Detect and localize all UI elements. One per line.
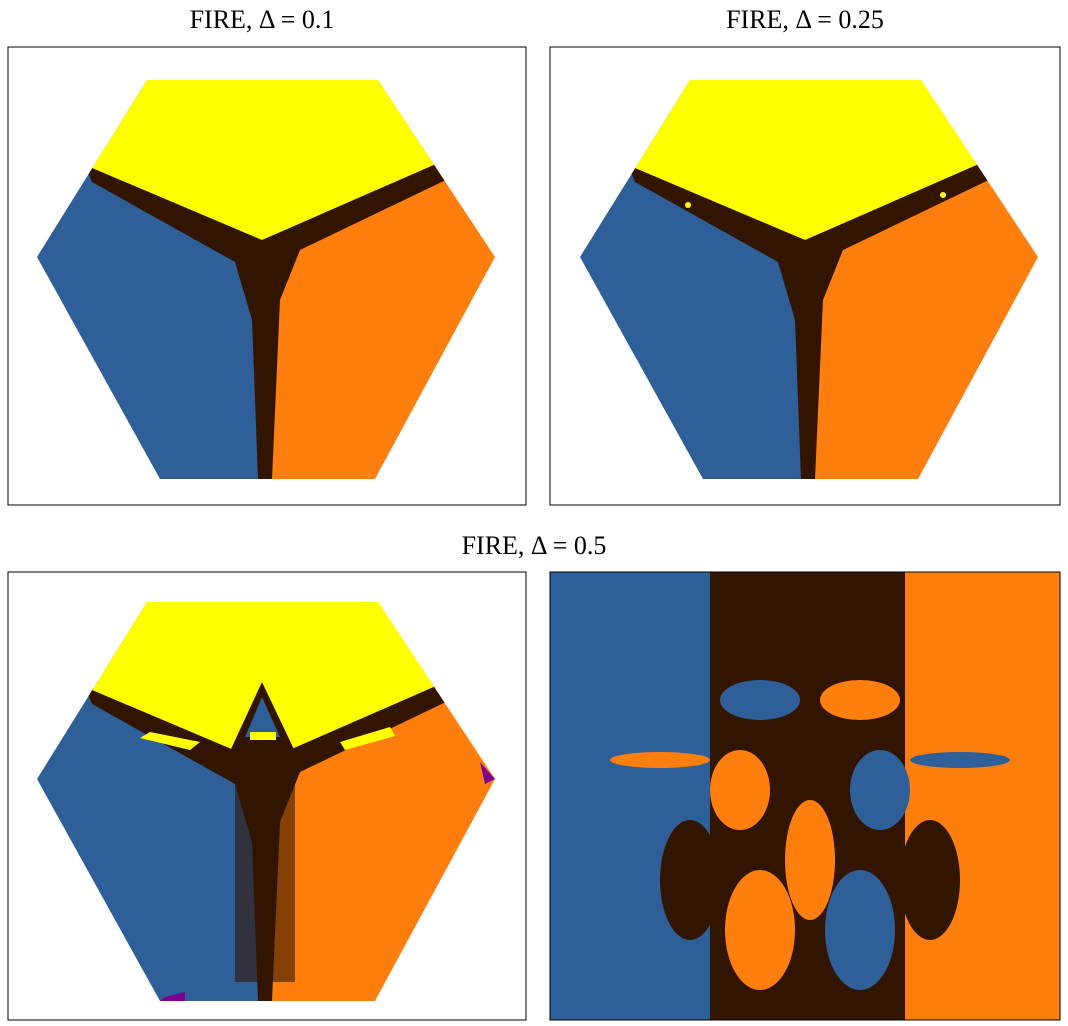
basin-map	[549, 571, 1061, 1021]
basin-map	[7, 46, 527, 506]
panel-title: FIRE, Δ = 0.5	[462, 531, 607, 560]
panel-title: FIRE, Δ = 0.25	[726, 5, 884, 34]
basin-map	[549, 46, 1061, 506]
basin-map	[7, 571, 527, 1021]
panel-title: FIRE, Δ = 0.1	[190, 5, 335, 34]
